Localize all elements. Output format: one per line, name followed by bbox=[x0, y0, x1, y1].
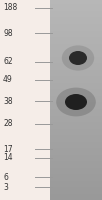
Ellipse shape bbox=[69, 51, 87, 65]
Text: 17: 17 bbox=[3, 144, 13, 154]
Text: 49: 49 bbox=[3, 75, 13, 84]
Ellipse shape bbox=[65, 94, 87, 110]
Text: 38: 38 bbox=[3, 97, 13, 106]
Ellipse shape bbox=[56, 88, 96, 116]
Text: 6: 6 bbox=[3, 172, 8, 182]
Text: 28: 28 bbox=[3, 119, 13, 129]
Text: 3: 3 bbox=[3, 182, 8, 192]
Bar bbox=[0, 0, 50, 200]
Text: 14: 14 bbox=[3, 154, 13, 162]
Text: 188: 188 bbox=[3, 3, 17, 12]
Text: 98: 98 bbox=[3, 28, 13, 38]
Ellipse shape bbox=[62, 45, 94, 71]
Text: 62: 62 bbox=[3, 58, 13, 66]
